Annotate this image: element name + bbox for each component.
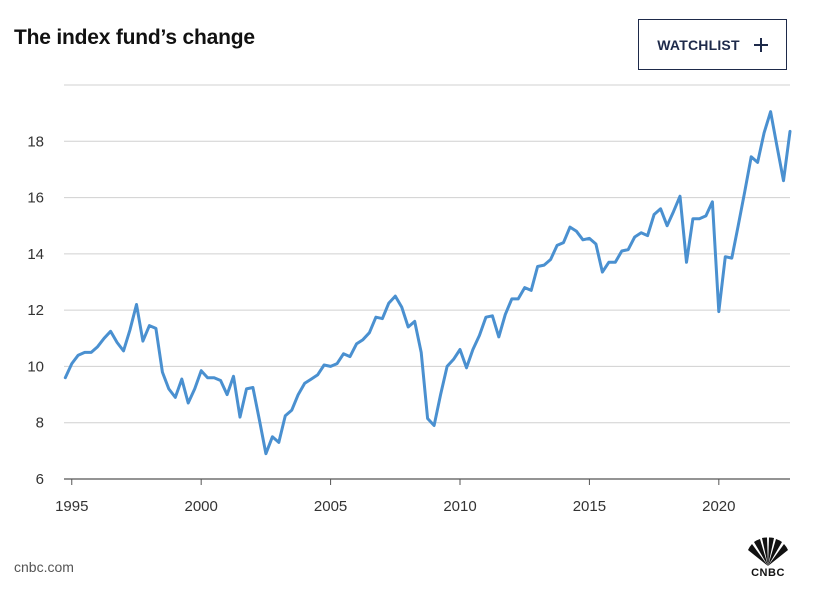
- x-tick-label: 1995: [55, 498, 88, 515]
- source-text: cnbc.com: [14, 559, 74, 575]
- y-tick-label: 6: [36, 471, 44, 488]
- grid-lines: [64, 84, 790, 480]
- plus-icon: [753, 37, 768, 52]
- watchlist-label: WATCHLIST: [657, 36, 740, 53]
- y-tick-label: 14: [27, 246, 44, 263]
- cnbc-logo: CNBC: [740, 536, 796, 579]
- x-tick-label: 2015: [573, 498, 606, 515]
- peacock-icon: [748, 537, 788, 566]
- y-tick-label: 16: [27, 190, 44, 207]
- x-tick-label: 2000: [184, 498, 217, 515]
- x-tick-label: 2020: [702, 498, 735, 515]
- y-tick-label: 10: [27, 358, 44, 375]
- watchlist-button[interactable]: WATCHLIST: [638, 19, 787, 70]
- y-tick-label: 8: [36, 415, 44, 432]
- x-axis-ticks: 1995 2000 2005 2010 2015 2020: [55, 479, 736, 515]
- y-tick-label: 18: [27, 133, 44, 150]
- y-axis-ticks: 6 8 10 12 14 16 18: [27, 133, 44, 488]
- series-line: [63, 110, 792, 456]
- y-tick-label: 12: [27, 302, 44, 319]
- x-tick-label: 2010: [443, 498, 476, 515]
- x-tick-label: 2005: [314, 498, 347, 515]
- chart-title: The index fund’s change: [14, 26, 255, 49]
- logo-text: CNBC: [751, 567, 785, 579]
